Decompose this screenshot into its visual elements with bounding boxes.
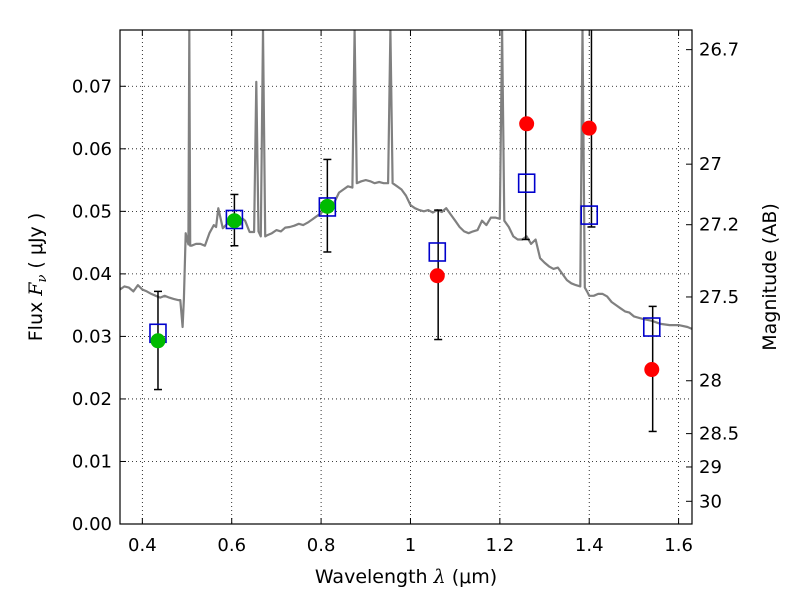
x-tick-label: 0.8 xyxy=(307,535,336,556)
model-flux-marker xyxy=(318,197,337,217)
detection-marker xyxy=(319,198,335,214)
model-flux-marker xyxy=(642,317,661,337)
y-tick-label: 0.00 xyxy=(72,514,112,535)
y-tick-label: 0.06 xyxy=(72,139,112,160)
plot-frame xyxy=(119,29,693,525)
y-tick-label: 0.04 xyxy=(72,264,112,285)
right-tick-label: 29 xyxy=(699,457,722,478)
right-tick-label: 28.5 xyxy=(699,424,739,445)
detection-marker xyxy=(226,213,242,229)
x-tick-label: 0.4 xyxy=(128,535,157,556)
y-axis-title: Flux Fν ( μJy ) xyxy=(25,213,50,342)
right-tick-label: 28 xyxy=(699,371,722,392)
observed-marker xyxy=(644,362,660,378)
y-tick-label: 0.03 xyxy=(72,326,112,347)
x-tick-label: 1 xyxy=(405,535,416,556)
right-tick-label: 27.2 xyxy=(699,215,739,236)
observed-marker xyxy=(581,120,597,136)
error-bar xyxy=(521,30,530,241)
right-tick-label: 30 xyxy=(699,491,722,512)
model-flux-marker xyxy=(580,205,599,225)
right-axis-title: Magnitude (AB) xyxy=(759,203,781,351)
observed-marker xyxy=(429,268,445,284)
model-sed-line xyxy=(120,30,692,330)
y-tick-label: 0.07 xyxy=(72,76,112,97)
y-title-part: ν xyxy=(35,275,50,283)
observed-marker xyxy=(519,116,535,132)
model-flux-marker xyxy=(225,209,244,230)
detection-marker xyxy=(150,333,166,349)
y-title-part: F xyxy=(25,282,47,297)
model-flux-marker xyxy=(428,242,447,262)
right-tick-label: 26.7 xyxy=(699,40,739,61)
x-axis-title: Wavelength λ (μm) xyxy=(315,566,497,588)
model-flux-marker xyxy=(517,173,536,194)
axis-ticks: 0.4 0.6 0.8 1 1.2 1.4 1.6 0.00 0.01 0.02 0.03 0.04 0… xyxy=(72,30,739,556)
x-tick-label: 1.4 xyxy=(575,535,604,556)
x-tick-label: 1.6 xyxy=(664,535,693,556)
y-title-part: ( μJy ) xyxy=(25,213,47,275)
x-tick-label: 1.2 xyxy=(486,535,515,556)
right-tick-label: 27.5 xyxy=(699,287,739,308)
y-tick-label: 0.01 xyxy=(72,451,112,472)
y-title-part: Flux xyxy=(25,296,47,342)
model-sed xyxy=(120,30,692,330)
x-title-part: λ xyxy=(433,566,446,588)
x-title-part: (μm) xyxy=(446,566,497,588)
right-tick-label: 27 xyxy=(699,154,722,175)
data-markers xyxy=(149,116,661,378)
y-tick-label: 0.05 xyxy=(72,201,112,222)
x-title-part: Wavelength xyxy=(315,566,434,588)
y-tick-label: 0.02 xyxy=(72,389,112,410)
x-tick-label: 0.6 xyxy=(217,535,246,556)
